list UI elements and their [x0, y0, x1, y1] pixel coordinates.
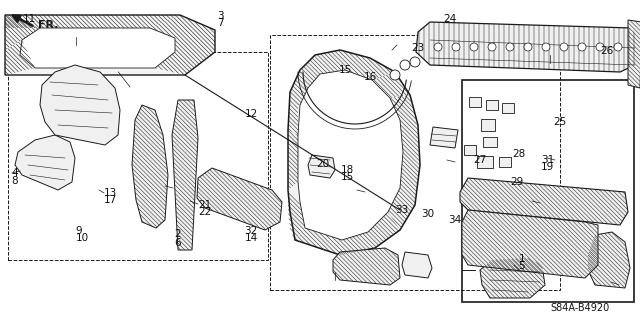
Text: 5: 5 [518, 260, 525, 271]
Text: 12: 12 [244, 108, 258, 119]
Polygon shape [486, 100, 498, 110]
Circle shape [410, 57, 420, 67]
Circle shape [614, 43, 622, 51]
Text: 20: 20 [316, 159, 330, 169]
Polygon shape [308, 155, 335, 178]
Circle shape [60, 93, 70, 103]
Text: 2: 2 [174, 229, 180, 239]
Text: 27: 27 [474, 155, 487, 165]
Circle shape [390, 70, 400, 80]
Polygon shape [416, 22, 638, 72]
Text: 14: 14 [244, 233, 258, 244]
Text: 3: 3 [218, 11, 224, 21]
Polygon shape [469, 97, 481, 107]
Text: 8: 8 [12, 176, 18, 186]
Text: 31: 31 [541, 155, 554, 165]
Text: 26: 26 [600, 45, 614, 56]
Polygon shape [288, 50, 420, 255]
Polygon shape [588, 232, 630, 288]
Polygon shape [483, 137, 497, 147]
Polygon shape [333, 248, 400, 285]
Text: 4: 4 [12, 168, 18, 179]
Bar [270, 35, 560, 290]
Circle shape [506, 43, 514, 51]
Polygon shape [5, 15, 215, 75]
Polygon shape [197, 168, 282, 230]
Text: 16: 16 [364, 72, 377, 83]
Text: 22: 22 [198, 207, 212, 217]
Polygon shape [430, 127, 458, 148]
Text: 30: 30 [421, 209, 435, 219]
Text: 1: 1 [518, 253, 525, 264]
Text: 33: 33 [396, 204, 409, 215]
Polygon shape [132, 105, 168, 228]
Polygon shape [172, 100, 198, 250]
Text: 7: 7 [218, 18, 224, 28]
Text: 25: 25 [553, 117, 566, 127]
Polygon shape [499, 157, 511, 167]
Polygon shape [402, 252, 432, 278]
Text: 10: 10 [76, 233, 89, 244]
Circle shape [434, 43, 442, 51]
Text: 32: 32 [244, 226, 258, 236]
Circle shape [542, 43, 550, 51]
Circle shape [560, 43, 568, 51]
Polygon shape [481, 119, 495, 131]
Circle shape [60, 77, 70, 87]
Circle shape [452, 43, 460, 51]
Text: 15: 15 [340, 172, 354, 182]
Circle shape [400, 60, 410, 70]
Circle shape [488, 43, 496, 51]
Text: FR.: FR. [38, 20, 58, 30]
Bar [8, 52, 268, 260]
Circle shape [470, 43, 478, 51]
Text: S84A-B4920: S84A-B4920 [550, 303, 610, 313]
Polygon shape [480, 258, 545, 298]
Circle shape [596, 43, 604, 51]
Text: 15: 15 [339, 65, 353, 75]
Text: 11: 11 [22, 14, 36, 24]
Text: 24: 24 [443, 14, 456, 24]
Text: 28: 28 [512, 149, 525, 159]
Polygon shape [464, 145, 476, 155]
Text: 18: 18 [340, 164, 354, 175]
Bar [462, 80, 634, 302]
Polygon shape [40, 65, 120, 145]
Polygon shape [628, 20, 640, 88]
Text: 17: 17 [104, 195, 117, 205]
Text: 19: 19 [541, 162, 554, 172]
Polygon shape [15, 135, 75, 190]
Text: 13: 13 [104, 188, 117, 198]
Text: 9: 9 [76, 226, 82, 236]
Polygon shape [502, 103, 514, 113]
Text: 29: 29 [511, 177, 524, 187]
Polygon shape [460, 178, 628, 225]
Polygon shape [20, 28, 175, 68]
Polygon shape [462, 210, 598, 278]
Circle shape [524, 43, 532, 51]
Polygon shape [298, 70, 403, 240]
Text: 23: 23 [411, 43, 424, 53]
Circle shape [578, 43, 586, 51]
Text: 6: 6 [174, 238, 180, 248]
Circle shape [60, 110, 70, 120]
Text: 21: 21 [198, 200, 212, 210]
Polygon shape [477, 156, 493, 168]
Text: 34: 34 [448, 215, 461, 225]
